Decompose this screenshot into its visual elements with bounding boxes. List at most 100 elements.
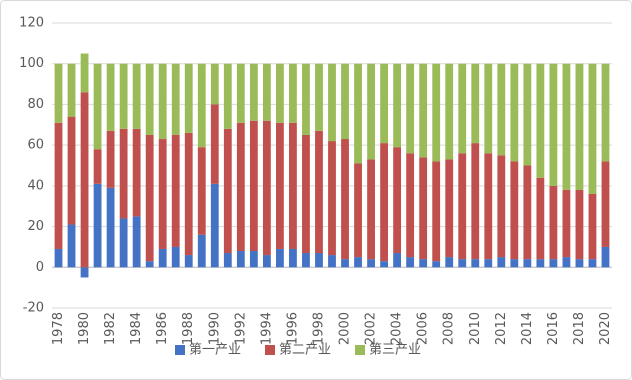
bar-segment [536, 259, 545, 268]
bar-segment [210, 104, 219, 184]
bar-segment [484, 63, 493, 154]
bar-segment [289, 248, 297, 268]
bar-segment [210, 183, 219, 268]
bar-segment [471, 143, 480, 260]
bar-segment [262, 63, 271, 121]
x-tick-label: 2016 [546, 312, 561, 345]
bar-segment [432, 161, 441, 262]
bar-segment [497, 63, 506, 156]
bar-segment [510, 63, 519, 162]
x-tick-label: 2008 [442, 312, 457, 345]
bar-segment [119, 128, 128, 219]
bar-segment [484, 259, 493, 268]
bar-segment [601, 63, 610, 162]
x-tick-label: 1984 [129, 312, 144, 345]
bar-segment [236, 122, 245, 251]
y-tick-label: 20 [27, 219, 44, 234]
bar-segment [93, 149, 102, 184]
bar-segment [588, 194, 597, 260]
bar-segment [471, 63, 480, 144]
bar-segment [328, 255, 336, 268]
bar-segment [197, 234, 206, 268]
y-tick-label: 120 [19, 16, 44, 31]
x-tick-label: 1992 [233, 312, 248, 345]
bar-segment [236, 63, 245, 123]
legend-label: 第一产业 [189, 343, 241, 358]
bar-segment [289, 122, 297, 249]
x-tick-label: 1996 [285, 312, 300, 345]
x-tick-label: 2004 [390, 312, 405, 345]
legend-swatch [265, 345, 276, 355]
bar-segment [367, 159, 375, 260]
bar-segment [497, 155, 506, 258]
bar-segment [249, 63, 258, 121]
bar-segment [119, 218, 128, 268]
bar-segment [223, 253, 232, 268]
bar-segment [432, 63, 441, 162]
x-tick-label: 1986 [155, 312, 170, 345]
bar-segment [510, 161, 519, 260]
bar-segment [67, 63, 76, 117]
bar-segment [315, 63, 323, 131]
bar-segment [80, 92, 89, 268]
bar-segment [106, 63, 115, 131]
bar-segment [562, 257, 571, 268]
bar-segment [354, 63, 362, 164]
bar-segment [406, 257, 415, 268]
bar-segment [523, 63, 532, 166]
bar-segment [262, 255, 271, 268]
y-tick-label: -20 [23, 301, 44, 316]
bar-segment [588, 63, 597, 194]
bar-segment [328, 63, 336, 142]
bar-segment [575, 189, 584, 260]
x-tick-label: 2002 [364, 312, 379, 345]
bar-segment [536, 63, 545, 178]
bar-segment [171, 63, 180, 135]
bar-segment [341, 139, 349, 260]
bar-segment [302, 253, 310, 268]
bar-segment [601, 161, 610, 247]
bar-segment [458, 153, 467, 260]
bar-segment [93, 63, 102, 150]
bar-segment [601, 246, 610, 268]
bar-segment [549, 63, 558, 186]
bar-segment [341, 63, 349, 140]
bar-segment [158, 248, 167, 268]
bar-segment [184, 63, 193, 133]
legend-label: 第三产业 [369, 343, 421, 358]
bar-segment [406, 153, 415, 258]
x-tick-label: 1980 [77, 312, 92, 345]
x-tick-label: 2000 [338, 312, 353, 345]
legend-swatch [355, 345, 366, 355]
bar-segment [67, 116, 76, 225]
bar-segment [54, 122, 63, 249]
bar-segment [575, 259, 584, 268]
bar-segment [354, 163, 362, 258]
x-tick-label: 2018 [572, 312, 587, 345]
bar-segment [184, 132, 193, 256]
bar-segment [523, 165, 532, 260]
bar-segment [523, 259, 532, 268]
bar-segment [145, 134, 154, 262]
bar-segment [458, 63, 467, 154]
bar-segment [328, 141, 336, 256]
bar-segment [562, 63, 571, 190]
bar-segment [210, 63, 219, 105]
y-tick-label: 80 [27, 97, 44, 112]
bar-segment [354, 257, 362, 268]
bar-segment [262, 120, 271, 256]
bar-segment [380, 63, 388, 144]
x-tick-label: 2006 [416, 312, 431, 345]
legend-label: 第二产业 [279, 343, 331, 358]
bar-segment [249, 251, 258, 268]
bar-segment [315, 253, 323, 268]
bar-segment [276, 122, 284, 249]
bar-segment [419, 259, 428, 268]
bar-segment [106, 130, 115, 188]
bar-segment [471, 259, 480, 268]
bar-segment [132, 216, 141, 268]
bar-segment [145, 261, 154, 268]
bar-segment [132, 128, 141, 217]
bar-segment [119, 63, 128, 129]
bar-segment [588, 259, 597, 268]
